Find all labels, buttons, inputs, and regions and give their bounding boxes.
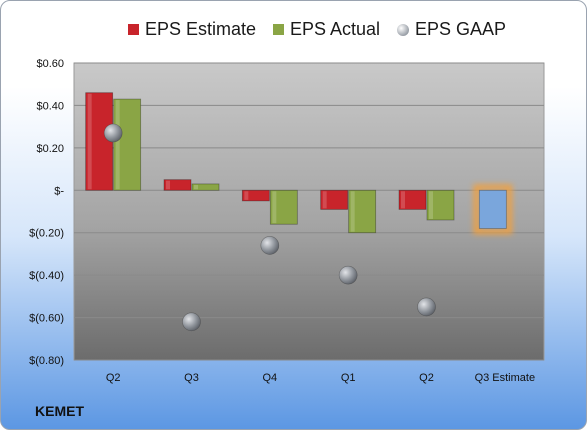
legend-swatch-estimate (128, 24, 139, 35)
bar-eps-actual (426, 189, 455, 221)
legend-swatch-actual (273, 24, 284, 35)
bar-eps-estimate-highlight (166, 180, 170, 190)
eps-gaap-point (103, 123, 123, 143)
x-tick-label: Q1 (341, 372, 356, 384)
y-tick-label: $(0.40) (29, 270, 64, 282)
legend-label-gaap: EPS GAAP (415, 19, 507, 39)
bar-eps-estimate-highlight (322, 191, 327, 209)
bar-eps-estimate-highlight (87, 93, 92, 190)
x-tick-label: Q3 (184, 372, 199, 384)
bar-q3-estimate (478, 189, 507, 229)
eps-gaap-point (338, 265, 358, 285)
bar-eps-actual (113, 98, 142, 191)
legend-dot-gaap (397, 23, 409, 36)
legend-label-actual: EPS Actual (290, 19, 381, 39)
y-tick-label: $(0.20) (29, 228, 64, 240)
bar-eps-actual-highlight (350, 191, 355, 232)
estimate-glow (473, 184, 513, 235)
y-tick-label: $0.40 (36, 100, 64, 112)
bar-eps-estimate (241, 189, 270, 202)
y-tick-label: $(0.60) (29, 313, 64, 325)
bar-eps-actual (269, 189, 298, 225)
legend-eps-gaap: EPS GAAP (397, 19, 506, 40)
bar-eps-estimate (398, 189, 427, 210)
bar-eps-estimate-highlight (244, 191, 249, 200)
bar-eps-estimate (320, 189, 349, 210)
bar-eps-actual (348, 189, 377, 234)
legend-eps-estimate: EPS Estimate (128, 19, 256, 40)
y-tick-label: $- (54, 185, 64, 197)
legend-eps-actual: EPS Actual (273, 19, 380, 40)
bar-eps-estimate-highlight (401, 191, 405, 209)
bar-eps-actual-highlight (194, 184, 198, 190)
bar-eps-actual (191, 183, 220, 191)
eps-gaap-point (417, 297, 436, 317)
bar-eps-actual-highlight (272, 191, 277, 224)
x-tick-label: Q4 (262, 372, 277, 384)
y-tick-label: $0.20 (36, 143, 64, 155)
bar-eps-actual-highlight (115, 100, 120, 190)
x-tick-label: Q2 (419, 372, 434, 384)
x-tick-label: Q3 Estimate (475, 372, 536, 384)
eps-gaap-point (182, 312, 201, 332)
y-tick-label: $(0.80) (29, 355, 64, 367)
legend-label-estimate: EPS Estimate (145, 19, 257, 39)
y-tick-label: $0.60 (36, 58, 64, 70)
bar-eps-estimate (163, 179, 192, 191)
bar-eps-actual-highlight (429, 191, 433, 219)
x-tick-label: Q2 (106, 372, 121, 384)
company-name: KEMET (35, 403, 84, 419)
eps-gaap-point (260, 236, 280, 255)
